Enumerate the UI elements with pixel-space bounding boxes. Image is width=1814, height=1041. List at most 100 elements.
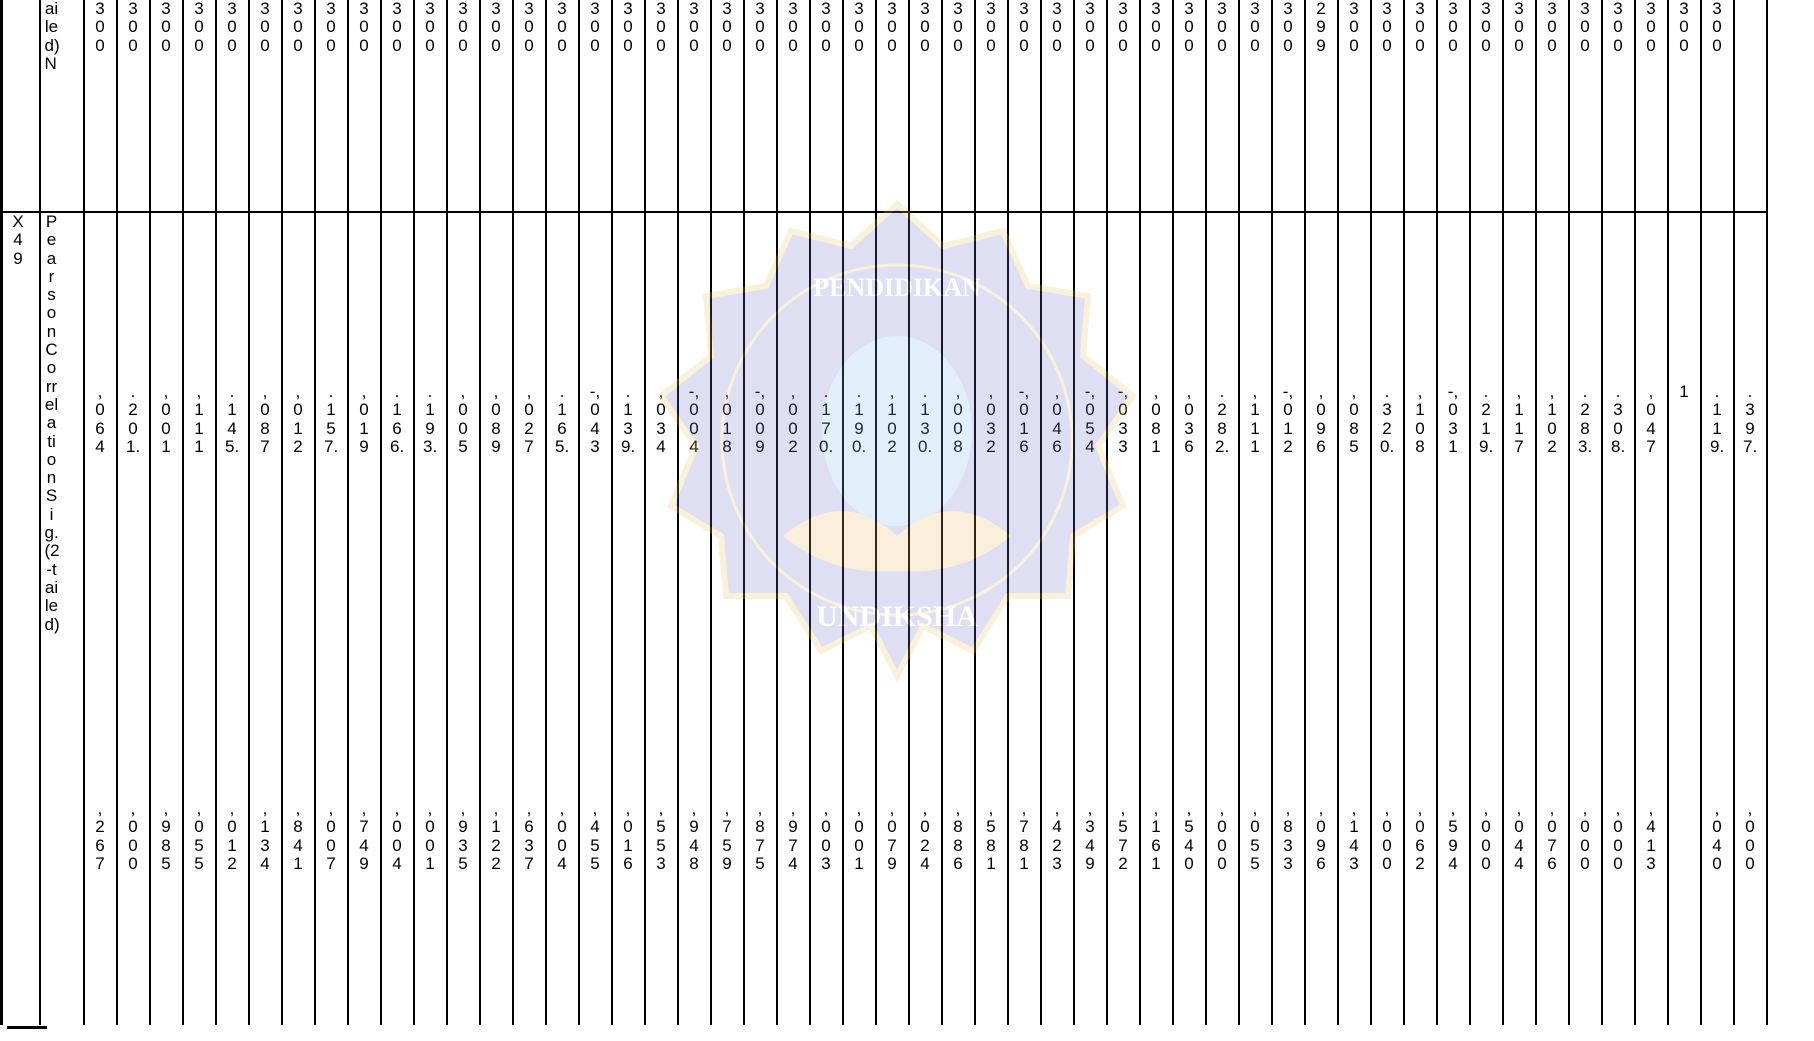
value-cell: .165. ,004 [544,212,580,1025]
value-cell: ,102 ,079 [874,212,910,1025]
n-value: 300 [115,0,151,212]
pearson-value: .145. [225,382,240,456]
table-foot-line [7,1026,47,1029]
n-value: 300 [346,0,382,212]
pearson-value: ,064 [95,382,105,456]
sig-value: ,349 [1085,799,1095,873]
sig-value: ,637 [524,799,534,873]
value-cell: .320. ,000 [1369,212,1405,1025]
pearson-value: -,012 [1282,382,1294,456]
pearson-value: ,032 [986,382,996,456]
n-value: 300 [247,0,283,212]
value-cell: ,046 ,423 [1039,212,1075,1025]
pearson-value: .190. [852,382,867,456]
pearson-value: .157. [324,382,339,456]
value-cell: ,117 ,044 [1501,212,1537,1025]
pearson-value: -,033 [1117,382,1129,456]
n-value: 300 [874,0,910,212]
n-value: 300 [1534,0,1570,212]
value-cell: .308. ,000 [1600,212,1636,1025]
pearson-value: -,054 [1084,382,1096,456]
variable-label-cell: X49 [0,212,41,1025]
sig-label-tail: ailed) [44,0,60,55]
sig-value: ,974 [788,799,798,873]
n-value: 300 [1204,0,1240,212]
n-value: 300 [313,0,349,212]
sig-value: ,886 [953,799,963,873]
sig-value: ,553 [656,799,666,873]
sig-value: ,079 [887,799,897,873]
sig-value: ,055 [194,799,204,873]
variable-label: X49 [12,212,24,268]
value-cell: ,008 ,886 [940,212,976,1025]
statistic-label: Pearson Correlation Sig. (2-tailed) [44,212,60,634]
n-value: 300 [1270,0,1306,212]
value-cell: ,089 ,122 [478,212,514,1025]
n-value: 300 [1336,0,1372,212]
n-value: 300 [1369,0,1405,212]
sig-value: ,000 [128,799,138,873]
sig-value: ,134 [260,799,270,873]
value-cell: .219. ,000 [1468,212,1504,1025]
value-cell: ,085 ,143 [1336,212,1372,1025]
value-cell: -,043 ,455 [577,212,613,1025]
pearson-value: .166. [390,382,405,456]
pearson-value: ,111 [1250,382,1260,456]
pearson-value: .193. [423,382,438,456]
value-cell: -,009 ,875 [742,212,778,1025]
n-value: 300 [676,0,712,212]
n-value: 300 [1633,0,1669,212]
sig-value: ,000 [1217,799,1227,873]
sig-value: ,423 [1052,799,1062,873]
n-value: 300 [709,0,745,212]
pearson-value: ,018 [722,382,732,456]
pearson-value: ,027 [524,382,534,456]
pearson-value: ,036 [1184,382,1194,456]
sig-value: ,062 [1415,799,1425,873]
pearson-value: ,102 [1547,382,1557,456]
value-cell: -,004 ,948 [676,212,712,1025]
sig-value: ,000 [1613,799,1623,873]
n-value: 300 [412,0,448,212]
pearson-value: ,002 [788,382,798,456]
value-cell: ,096 ,096 [1303,212,1339,1025]
n-value: 300 [1567,0,1603,212]
n-value: 300 [1600,0,1636,212]
sig-value: ,948 [689,799,699,873]
value-cell: -,054 ,349 [1072,212,1108,1025]
value-cell: .201. ,000 [115,212,151,1025]
n-value: 300 [742,0,778,212]
value-cell: .145. ,012 [214,212,250,1025]
n-value: 300 [841,0,877,212]
pearson-value: ,108 [1415,382,1425,456]
value-cell: ,108 ,062 [1402,212,1438,1025]
pearson-value: .320. [1380,382,1395,456]
pearson-value: .130. [918,382,933,456]
value-cell: .193. ,001 [412,212,448,1025]
n-value: 300 [1039,0,1075,212]
pearson-value: ,096 [1316,382,1326,456]
pearson-value: ,008 [953,382,963,456]
pearson-value: ,019 [359,382,369,456]
sig-value: ,001 [425,799,435,873]
value-cell: ,111 ,055 [1237,212,1273,1025]
pearson-value: ,117 [1514,382,1524,456]
pearson-value: -,009 [754,382,766,456]
n-value: 300 [1501,0,1537,212]
pearson-value: ,081 [1151,382,1161,456]
sig-value: ,267 [95,799,105,873]
sig-value: ,000 [1481,799,1491,873]
n-value: 300 [1666,0,1702,212]
value-cell: 1 [1666,212,1702,1025]
value-cell: ,019 ,749 [346,212,382,1025]
sig-value: ,016 [623,799,633,873]
value-cell: .282. ,000 [1204,212,1240,1025]
pearson-value: ,001 [161,382,171,456]
pearson-value: .219. [1479,382,1494,456]
pearson-value: ,047 [1646,382,1656,456]
value-cell: .119. ,040 [1699,212,1735,1025]
value-cell: ,111 ,055 [181,212,217,1025]
sig-value: ,122 [491,799,501,873]
pearson-value: ,085 [1349,382,1359,456]
